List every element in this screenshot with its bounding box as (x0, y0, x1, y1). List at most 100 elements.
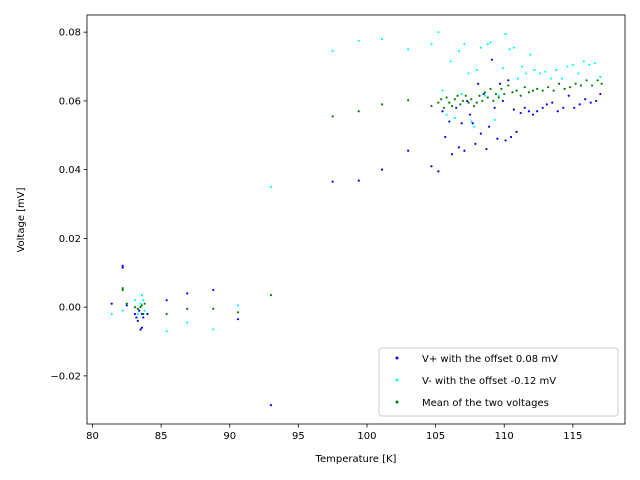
point-vplus (527, 110, 531, 113)
point-mean (121, 288, 124, 292)
point-vminus (566, 65, 569, 68)
point-mean (165, 312, 168, 316)
x-tick-label: 110 (495, 431, 514, 442)
point-vminus (143, 309, 146, 312)
legend-label-vminus: V- with the offset -0.12 mV (422, 376, 556, 387)
legend-label-mean: Mean of the two voltages (422, 398, 549, 409)
point-vplus (504, 139, 507, 142)
point-vplus (474, 142, 477, 145)
point-mean (489, 87, 492, 90)
point-vminus (140, 294, 143, 297)
point-vplus (457, 146, 461, 149)
point-mean (461, 99, 465, 103)
point-vplus (471, 122, 474, 125)
point-vminus (449, 60, 452, 63)
x-axis-ticks: 80 85 90 95 100 105 110 115 (86, 424, 582, 442)
point-vminus (331, 49, 334, 53)
point-vplus (444, 135, 447, 139)
point-mean (442, 106, 445, 109)
point-vplus (380, 168, 384, 171)
point-vplus (135, 316, 138, 319)
point-vminus (593, 62, 596, 65)
point-vplus (133, 312, 137, 316)
point-mean (467, 101, 470, 104)
point-vminus (136, 312, 139, 316)
point-vminus (357, 39, 360, 42)
point-vplus (541, 106, 544, 109)
legend-label-vplus: V+ with the offset 0.08 mV (422, 354, 558, 365)
point-vplus (488, 125, 491, 128)
point-vplus (536, 110, 539, 113)
point-vplus (496, 137, 499, 140)
point-mean (357, 110, 360, 113)
point-vplus (523, 106, 526, 109)
point-vminus (445, 113, 448, 116)
point-mean (481, 99, 484, 103)
point-mean (125, 302, 128, 305)
point-vplus (430, 165, 433, 168)
point-mean (450, 104, 454, 108)
point-vminus (470, 120, 473, 123)
legend-marker-mean (395, 400, 399, 404)
point-mean (439, 98, 443, 101)
x-tick-label: 90 (223, 431, 236, 442)
point-mean (121, 287, 124, 290)
point-mean (569, 86, 572, 89)
point-mean (430, 104, 433, 108)
point-vplus (142, 316, 145, 319)
point-mean (503, 92, 506, 96)
x-tick-label: 85 (155, 431, 168, 442)
y-tick-label: 0.04 (59, 165, 81, 176)
point-vplus (477, 82, 480, 85)
point-vplus (482, 92, 485, 96)
point-mean (456, 94, 459, 97)
point-vminus (453, 117, 456, 120)
point-vplus (125, 304, 128, 307)
point-mean (507, 84, 510, 87)
point-mean (269, 294, 273, 297)
y-tick-label: 0.06 (59, 96, 81, 107)
point-mean (478, 94, 481, 97)
point-vminus (472, 125, 476, 128)
point-vplus (519, 111, 522, 115)
point-vplus (455, 106, 458, 109)
point-mean (494, 92, 498, 96)
point-mean (212, 307, 215, 310)
legend: V+ with the offset 0.08 mV V- with the o… (378, 347, 619, 417)
point-mean (486, 96, 489, 99)
point-vminus (525, 72, 528, 75)
point-vplus (236, 318, 240, 321)
point-vminus (479, 46, 482, 49)
point-vplus (460, 122, 463, 125)
x-tick-label: 115 (563, 431, 582, 442)
point-vplus (493, 106, 496, 109)
point-mean (143, 302, 146, 305)
point-vminus (582, 60, 585, 63)
point-vplus (599, 92, 602, 96)
point-vplus (140, 326, 143, 329)
point-vminus (549, 77, 552, 80)
point-mean (519, 94, 522, 97)
point-vminus (139, 302, 142, 305)
point-mean (407, 99, 410, 102)
legend-box (378, 347, 619, 417)
point-vplus (551, 101, 554, 104)
point-mean (558, 82, 561, 85)
point-vplus (567, 94, 570, 97)
point-vplus (578, 103, 581, 106)
point-mean (585, 79, 588, 82)
point-vplus (463, 149, 466, 152)
point-vplus (146, 312, 149, 316)
point-vminus (475, 68, 478, 72)
point-vplus (479, 132, 482, 135)
point-mean (527, 91, 531, 94)
point-mean (563, 87, 566, 90)
point-vplus (448, 120, 451, 123)
point-vminus (489, 41, 492, 44)
point-mean (579, 84, 583, 87)
point-vminus (577, 72, 580, 75)
point-vminus (520, 65, 524, 68)
point-vplus (121, 266, 124, 269)
x-tick-label: 80 (86, 431, 99, 442)
